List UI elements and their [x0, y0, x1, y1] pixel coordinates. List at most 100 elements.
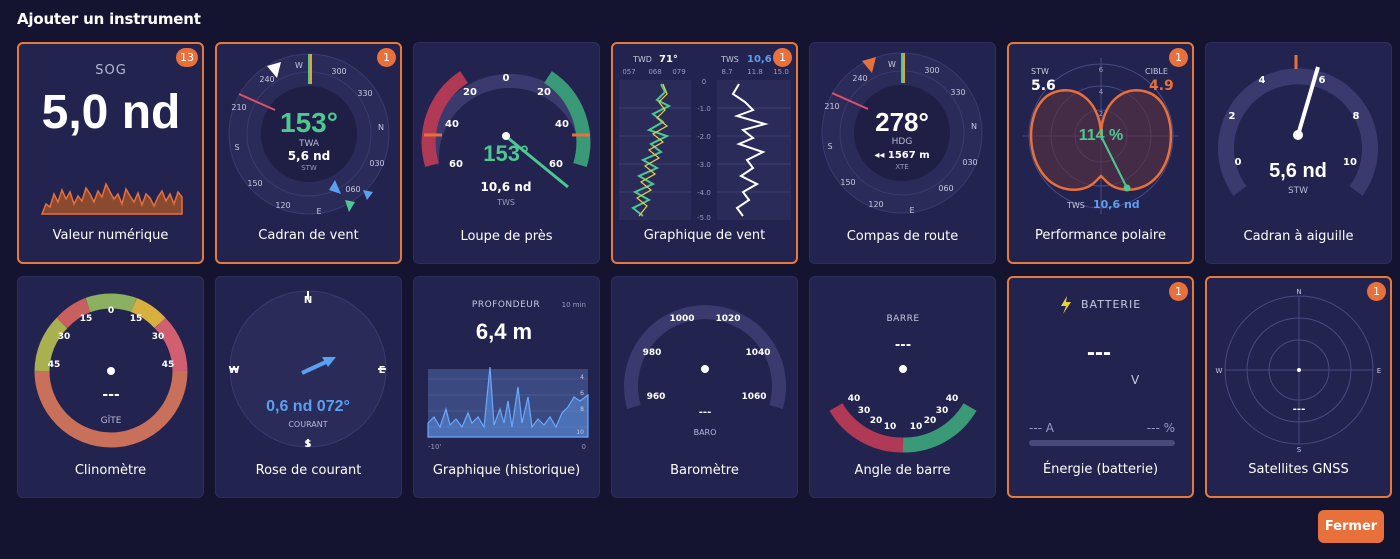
usage-count-badge: 1	[1169, 48, 1188, 67]
battery-level-bar	[1029, 440, 1175, 446]
usage-count-badge: 1	[773, 48, 792, 67]
compass-tick: W	[228, 365, 239, 376]
instrument-card-route-compass[interactable]: 278° HDG ◂◂ 1567 m XTE W 300 330 N 030 0…	[809, 42, 996, 264]
wind-speed: 10,6 nd	[481, 180, 532, 194]
numeric-value-preview: SOG 5,0 nd	[40, 63, 183, 215]
card-label: Énergie (batterie)	[1042, 462, 1159, 477]
close-hauled-preview: 0 20 20 40 40 60 60 153° 10,6 nd TWS	[421, 71, 591, 207]
dial-tick: 60	[449, 159, 463, 170]
dial-tick: 1040	[745, 348, 770, 358]
card-label: Performance polaire	[1035, 228, 1166, 243]
card-label: Graphique (historique)	[432, 463, 581, 478]
instrument-card-numeric-value[interactable]: SOG 5,0 nd 13 Valeur numérique	[17, 42, 204, 264]
metric-value: 5,0 nd	[42, 86, 181, 139]
battery-preview: BATTERIE --- V --- A --- %	[1029, 296, 1175, 446]
dial-tick: 120	[868, 200, 883, 209]
dial-tick: 0	[1235, 157, 1242, 168]
dial-tick: 8	[1353, 111, 1360, 122]
instrument-card-rudder-angle[interactable]: BARRE --- 40 30 20 10 10 20 30 40 Angle …	[809, 276, 996, 498]
dial-tick: 10	[884, 422, 897, 432]
dial-tick: 960	[647, 392, 666, 402]
dial-tick: 030	[369, 159, 384, 168]
speed-unit: STW	[1288, 186, 1308, 196]
route-compass-preview: 278° HDG ◂◂ 1567 m XTE W 300 330 N 030 0…	[821, 52, 983, 215]
dial-tick: S	[234, 143, 239, 152]
dial-tick: N	[971, 122, 977, 131]
dial-tick: 300	[924, 66, 939, 75]
twd-axis-tick: 079	[672, 68, 685, 76]
heading-value: 278°	[875, 107, 929, 137]
barometer-preview: 960 980 1000 1020 1040 1060 --- BARO	[624, 305, 786, 437]
dial-tick: 20	[924, 416, 937, 426]
instrument-card-close-hauled-zoom[interactable]: 0 20 20 40 40 60 60 153° 10,6 nd TWS Lou…	[413, 42, 600, 264]
metric-label: BARRE	[886, 314, 919, 324]
tws-axis-tick: 11.8	[747, 68, 763, 76]
x-axis-tick: 0	[582, 443, 586, 451]
clinometer-preview: 0 15 15 30 30 45 45 --- GÎTE	[34, 293, 188, 448]
y-axis-tick: 8	[580, 406, 584, 413]
satellite-count: ---	[1293, 404, 1305, 415]
dial-tick: 060	[345, 185, 360, 194]
dial-tick: 240	[259, 75, 274, 84]
instrument-card-wind-dial[interactable]: 153° TWA 5,6 nd STW W 300 330 N 030 060 …	[215, 42, 402, 264]
instrument-card-current-rose[interactable]: N E S W 0,6 nd 072° COURANT Rose de cour…	[215, 276, 402, 498]
time-range: 10 min	[562, 301, 586, 309]
usage-count-badge: 1	[1169, 282, 1188, 301]
card-label: Compas de route	[846, 229, 959, 244]
metric-label: PROFONDEUR	[472, 300, 540, 310]
gnss-satellites-preview: N E S W ---	[1216, 288, 1382, 454]
dial-tick: 30	[152, 332, 165, 342]
dial-tick: W	[295, 61, 303, 70]
voltage-unit: V	[1131, 373, 1140, 387]
instrument-card-polar-performance[interactable]: STW 5.6 CIBLE 4.9 6 4 2 114 % TWS 10,6 n…	[1007, 42, 1194, 264]
usage-count-badge: 13	[176, 48, 198, 67]
card-label: Valeur numérique	[52, 228, 169, 243]
dial-tick: 60	[549, 159, 563, 170]
close-button[interactable]: Fermer	[1318, 510, 1384, 543]
dial-tick: 40	[555, 119, 569, 130]
instrument-card-wind-graph[interactable]: TWD 71° TWS 10,6 057 068 079 8.7 11.8 15…	[611, 42, 798, 264]
instrument-card-battery[interactable]: BATTERIE --- V --- A --- % 1 Énergie (ba…	[1007, 276, 1194, 498]
amps-value: --- A	[1029, 421, 1055, 435]
dial-tick: 20	[870, 416, 883, 426]
instrument-card-gnss-satellites[interactable]: N E S W --- 1 Satellites GNSS	[1205, 276, 1392, 498]
instrument-card-barometer[interactable]: 960 980 1000 1020 1040 1060 --- BARO Bar…	[611, 276, 798, 498]
usage-count-badge: 1	[1367, 282, 1386, 301]
dial-tick: 1000	[669, 314, 694, 324]
xte-value: ◂◂ 1567 m	[874, 150, 929, 161]
heel-unit: GÎTE	[101, 414, 122, 426]
card-label: Clinomètre	[74, 463, 147, 478]
current-rose-preview: N E S W 0,6 nd 072° COURANT	[228, 290, 387, 450]
metric-label: SOG	[95, 63, 127, 78]
pressure-value: ---	[699, 407, 711, 418]
metric-label: BATTERIE	[1081, 298, 1141, 311]
dial-tick: 4	[1259, 75, 1266, 86]
twd-value: 71°	[659, 54, 678, 65]
twd-axis-tick: 068	[648, 68, 661, 76]
twd-label: TWD	[632, 55, 652, 64]
dial-tick: 40	[445, 119, 459, 130]
card-label: Angle de barre	[854, 463, 951, 478]
speed-value: 5,6 nd	[1269, 160, 1327, 182]
dial-tick: 0	[108, 306, 114, 316]
instrument-card-clinometer[interactable]: 0 15 15 30 30 45 45 --- GÎTE Clinomètre	[17, 276, 204, 498]
polar-ring-label: 4	[1099, 88, 1104, 96]
dial-tick: 45	[48, 360, 61, 370]
dial-tick: 0	[503, 73, 510, 84]
dialog-title: Ajouter un instrument	[17, 10, 201, 28]
tws-label: TWS	[720, 55, 739, 64]
dial-tick: 6	[1319, 75, 1326, 86]
dial-tick: 210	[231, 103, 246, 112]
dial-tick: S	[827, 142, 832, 151]
dial-tick: 1020	[715, 314, 740, 324]
dial-tick: 20	[463, 87, 477, 98]
polar-ring-label: 6	[1099, 66, 1104, 74]
dial-tick: 240	[852, 74, 867, 83]
time-axis-tick: -4.0	[697, 189, 711, 197]
instrument-card-needle-dial[interactable]: 0 2 4 6 8 10 5,6 nd STW Cadran à aiguill…	[1205, 42, 1392, 264]
dial-tick: 20	[537, 87, 551, 98]
dial-tick: 40	[848, 394, 861, 404]
compass-tick: N	[304, 295, 312, 306]
polar-ring-label: 2	[1099, 110, 1103, 118]
instrument-card-history-graph[interactable]: PROFONDEUR 10 min 6,4 m 4 6 8 10 -10' 0 …	[413, 276, 600, 498]
